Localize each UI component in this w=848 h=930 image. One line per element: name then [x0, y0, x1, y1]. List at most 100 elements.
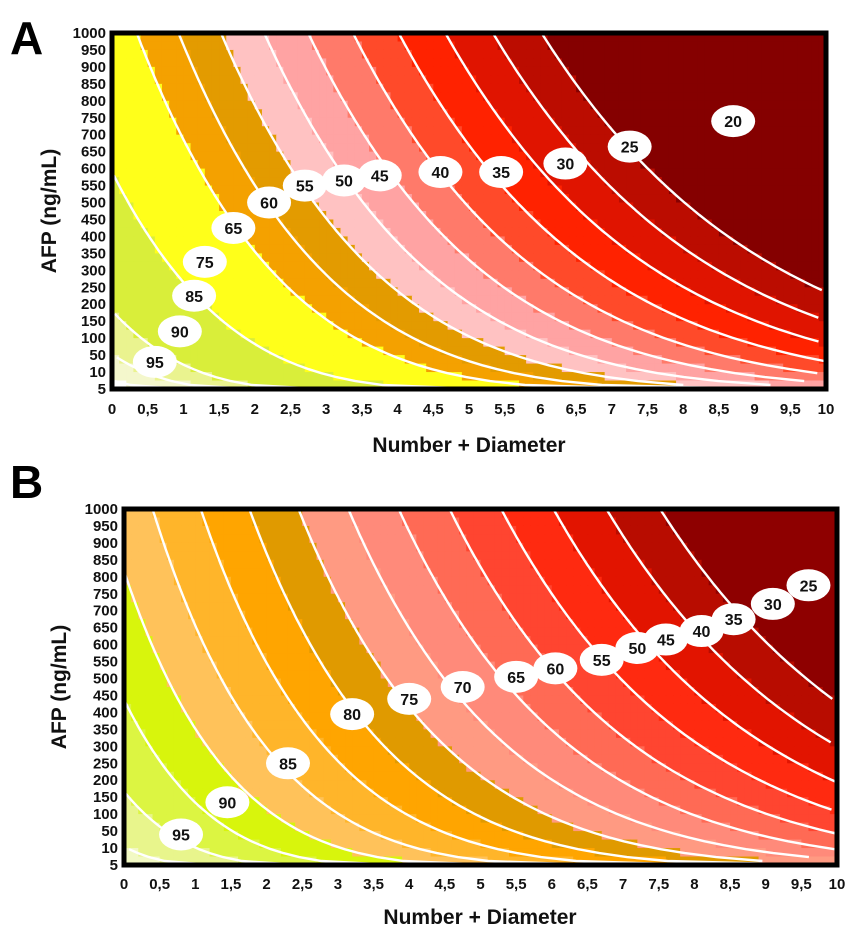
contour-band-cell [161, 66, 170, 76]
contour-band-cell [494, 517, 503, 527]
contour-band-cell [469, 126, 477, 136]
contour-band-cell [737, 551, 745, 561]
contour-band-cell [704, 92, 713, 102]
contour-band-cell [804, 49, 813, 60]
contour-band-cell [561, 211, 570, 221]
contour-band-cell [623, 509, 631, 519]
contour-band-cell [397, 219, 406, 229]
contour-band-cell [304, 244, 313, 254]
contour-band-cell [461, 177, 470, 187]
contour-band-cell [283, 287, 292, 297]
contour-band-cell [440, 227, 449, 238]
contour-band-cell [754, 177, 763, 187]
contour-band-cell [761, 75, 770, 85]
contour-band-cell [554, 372, 563, 382]
contour-band-cell [597, 329, 606, 339]
contour-band-cell [397, 143, 406, 153]
contour-band-cell [590, 287, 599, 297]
contour-band-cell [533, 151, 541, 161]
contour-band-cell [490, 66, 499, 76]
contour-band-cell [469, 312, 477, 322]
contour-band-cell [811, 134, 820, 144]
contour-label-text: 60 [260, 196, 278, 213]
contour-band-cell [297, 33, 306, 43]
contour-band-cell [647, 49, 656, 60]
contour-band-cell [751, 542, 760, 552]
contour-band-cell [654, 295, 663, 305]
contour-band-cell [466, 551, 474, 561]
contour-band-cell [304, 92, 313, 102]
contour-band-cell [176, 66, 184, 76]
contour-band-cell [640, 244, 649, 254]
contour-band-cell [504, 355, 513, 365]
contour-band-cell [304, 321, 313, 331]
contour-band-cell [176, 253, 184, 263]
x-tick-label: 5 [465, 401, 473, 418]
contour-band-cell [561, 355, 570, 365]
contour-band-cell [433, 261, 442, 271]
contour-band-cell [576, 109, 584, 119]
contour-band-cell [633, 355, 641, 365]
contour-band-cell [197, 312, 206, 322]
contour-band-cell [554, 227, 563, 238]
contour-label-a-75: 75 [182, 245, 227, 278]
contour-band-cell [690, 58, 699, 68]
contour-band-cell [252, 559, 261, 569]
contour-band-cell [276, 244, 284, 254]
contour-band-cell [354, 270, 363, 280]
contour-band-cell [226, 33, 234, 43]
contour-band-cell [197, 194, 206, 204]
contour-band-cell [740, 185, 749, 195]
contour-band-cell [783, 287, 791, 297]
contour-band-cell [661, 83, 670, 93]
contour-band-cell [704, 202, 713, 212]
contour-band-cell [440, 270, 449, 280]
contour-band-cell [340, 321, 349, 331]
contour-band-cell [176, 92, 184, 102]
contour-band-cell [269, 295, 277, 305]
contour-band-cell [797, 202, 806, 212]
contour-band-cell [261, 312, 270, 322]
contour-band-cell [276, 109, 284, 119]
contour-band-cell [183, 151, 192, 161]
contour-band-cell [333, 244, 342, 254]
contour-band-cell [676, 177, 684, 187]
contour-band-cell [233, 312, 242, 322]
contour-band-cell [718, 211, 727, 221]
contour-band-cell [426, 41, 434, 51]
contour-band-cell [797, 160, 806, 170]
contour-band-cell [295, 509, 303, 519]
contour-band-cell [340, 329, 349, 339]
contour-band-cell [576, 287, 584, 297]
contour-band-cell [440, 151, 449, 161]
contour-band-cell [433, 372, 442, 382]
contour-band-cell [690, 83, 699, 93]
contour-band-cell [476, 346, 484, 356]
contour-band-cell [776, 219, 784, 229]
contour-band-cell [211, 126, 220, 136]
contour-band-cell [254, 227, 263, 238]
contour-band-cell [711, 202, 720, 212]
contour-band-cell [733, 304, 741, 314]
contour-band-cell [197, 372, 206, 382]
contour-band-cell [554, 66, 563, 76]
contour-band-cell [211, 321, 220, 331]
contour-band-cell [626, 49, 634, 60]
contour-band-cell [183, 185, 192, 195]
contour-band-cell [718, 338, 727, 348]
contour-band-cell [740, 321, 749, 331]
contour-band-cell [797, 321, 806, 331]
contour-band-cell [647, 295, 656, 305]
contour-band-cell [183, 168, 192, 178]
contour-band-cell [126, 338, 135, 348]
contour-band-cell [112, 244, 120, 254]
contour-band-cell [430, 542, 439, 552]
contour-band-cell [440, 92, 449, 102]
contour-band-cell [169, 66, 177, 76]
contour-band-cell [373, 542, 382, 552]
contour-band-cell [361, 194, 370, 204]
contour-band-cell [373, 534, 382, 544]
contour-band-cell [226, 100, 234, 110]
contour-band-cell [490, 329, 499, 339]
